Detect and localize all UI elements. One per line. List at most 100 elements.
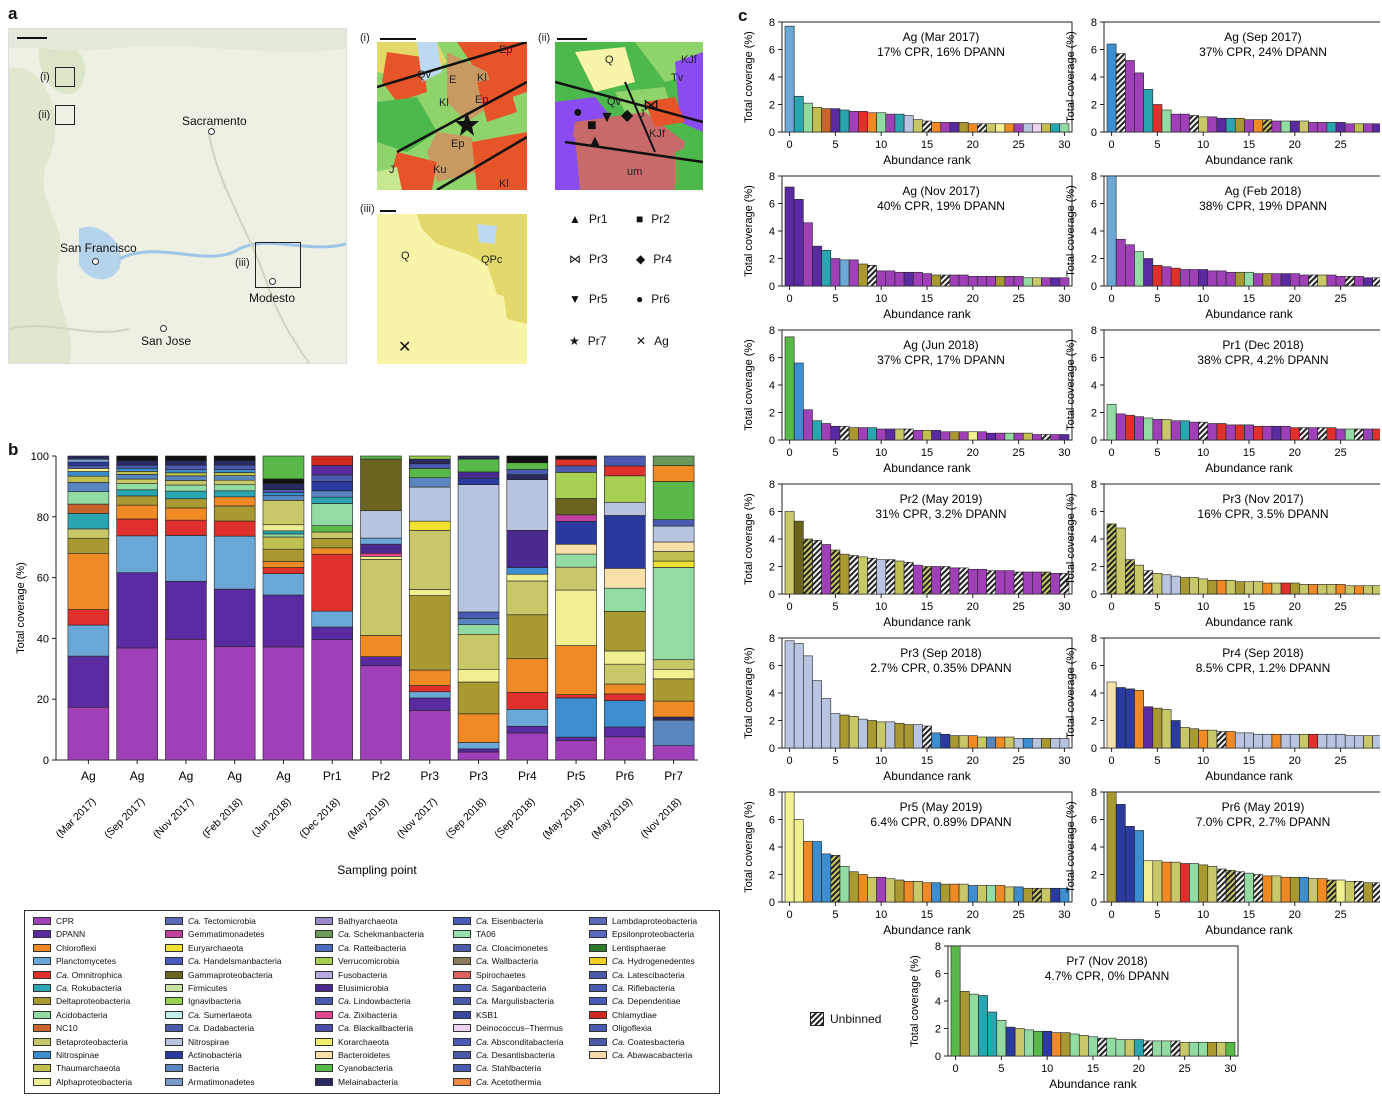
rank-bar xyxy=(1115,53,1126,133)
stacked-bar-segment xyxy=(165,498,207,509)
rank-bar xyxy=(986,885,997,903)
legend-label: Planctomycetes xyxy=(56,956,116,967)
stacked-bar-segment xyxy=(116,495,158,506)
rank-bar xyxy=(784,336,795,441)
legend-swatch xyxy=(453,930,471,939)
stacked-bar-segment xyxy=(116,572,158,649)
y-axis-label: Total coverage (%) xyxy=(743,339,755,431)
taxa-legend-item: Ca. Stahlbacteria xyxy=(453,1063,541,1073)
panel-subtitle: 38% CPR, 4.2% DPANN xyxy=(1197,353,1328,367)
rank-bar xyxy=(1032,887,1042,903)
rank-bar xyxy=(830,108,841,133)
rank-bar xyxy=(821,853,832,903)
x-tick-label-site: Pr1 xyxy=(323,769,342,783)
rank-bar xyxy=(1216,731,1227,749)
panel-label-b: b xyxy=(8,440,19,459)
y-axis-label: Total coverage (%) xyxy=(909,955,921,1047)
rank-bar xyxy=(1170,861,1181,903)
stacked-bar-segment xyxy=(165,507,207,521)
stacked-bar-segment xyxy=(262,495,305,501)
stacked-bar-segment xyxy=(116,467,158,472)
legend-swatch xyxy=(453,1064,471,1073)
stacked-bar-segment xyxy=(652,668,695,680)
rank-bar xyxy=(1280,876,1291,903)
x-tick-label: 25 xyxy=(1012,755,1024,767)
stacked-bar-segment xyxy=(165,455,207,461)
stacked-bar-segment xyxy=(604,611,646,652)
rank-bar xyxy=(1308,274,1319,287)
legend-swatch xyxy=(33,1024,51,1033)
site-marker-pr4: ◆ xyxy=(621,107,634,124)
rank-bar xyxy=(885,559,896,595)
rank-bar xyxy=(1280,120,1291,133)
rank-bar xyxy=(922,120,932,133)
rank-bar xyxy=(1271,425,1282,441)
legend-label: Ca. Coatesbacteria xyxy=(612,1036,685,1047)
taxa-legend-item: Cyanobacteria xyxy=(315,1063,393,1073)
x-tick-label: 5 xyxy=(1154,139,1160,151)
rank-bar xyxy=(1179,577,1190,595)
stacked-bar-segment xyxy=(165,472,207,477)
legend-swatch xyxy=(165,1024,183,1033)
y-tick-label: 0 xyxy=(1091,127,1097,139)
rank-bar xyxy=(1216,270,1227,287)
rank-bar xyxy=(876,112,887,133)
x-tick-label-date: (Nov 2017) xyxy=(395,796,440,841)
rank-bar xyxy=(912,119,923,133)
stacked-bar-segment xyxy=(408,691,451,699)
rank-bar xyxy=(1161,574,1172,595)
stacked-bar-segment xyxy=(262,573,305,596)
rank-bar xyxy=(903,428,914,441)
stacked-bar-segment xyxy=(311,490,354,498)
stacked-bar-segment xyxy=(213,455,256,461)
y-tick-label: 2 xyxy=(769,100,775,112)
y-tick-label: 4 xyxy=(1091,842,1097,854)
legend-label: Thaumarchaeota xyxy=(56,1063,121,1074)
y-tick-label: 4 xyxy=(1091,72,1097,84)
rank-bar xyxy=(1326,879,1337,903)
rank-bar xyxy=(857,556,868,595)
rank-bar xyxy=(1179,269,1190,287)
y-tick-label: 60 xyxy=(37,573,49,585)
taxa-legend-item: Spirochaetes xyxy=(453,970,526,980)
y-axis-label: Total coverage (%) xyxy=(15,562,27,654)
geology-inset-iii: Q QPc ✕ xyxy=(377,214,527,364)
rank-abundance-panel: 02468051015202530Pr1 (Dec 2018)38% CPR, … xyxy=(1065,325,1380,475)
rank-bar xyxy=(793,819,804,903)
legend-swatch xyxy=(453,957,471,966)
taxa-legend-item: Ca. Acetothermia xyxy=(453,1077,541,1087)
stacked-bar-segment xyxy=(262,536,305,550)
map-background xyxy=(9,29,346,363)
rank-bar xyxy=(867,112,877,133)
rank-bar xyxy=(1225,117,1236,133)
rank-bar xyxy=(1013,571,1024,595)
geo-label-i-2: E xyxy=(449,74,457,86)
rank-bar xyxy=(912,271,923,287)
rank-bar xyxy=(1244,732,1254,749)
x-tick-label: 15 xyxy=(921,909,933,921)
rank-bar xyxy=(940,431,951,441)
rank-bar xyxy=(885,878,896,903)
inset-iii-scale-bar xyxy=(380,210,396,212)
stacked-bar-segment xyxy=(360,543,402,554)
rank-bar xyxy=(1216,423,1227,441)
legend-swatch xyxy=(165,1010,183,1019)
taxa-legend-item: Ca. Zixibacteria xyxy=(315,1010,397,1020)
rank-bar xyxy=(1161,109,1172,133)
inset-tag-iii: (iii) xyxy=(360,203,375,215)
legend-label: Ca. Riflebacteria xyxy=(612,983,675,993)
rank-bar xyxy=(977,568,987,595)
geo-label-i-1: Qv xyxy=(417,69,432,81)
x-tick-label: 0 xyxy=(787,601,793,613)
rank-bar xyxy=(949,567,960,595)
stacked-bar-segment xyxy=(604,736,646,761)
legend-swatch xyxy=(453,1077,471,1086)
stacked-bar-segment xyxy=(67,528,110,539)
rank-bar xyxy=(1207,270,1218,287)
rank-bar xyxy=(1059,277,1070,287)
taxa-legend-item: Lambdaproteobacteria xyxy=(589,916,697,926)
stacked-bar-segment xyxy=(165,475,207,481)
rank-bar xyxy=(1354,428,1364,441)
y-tick-label: 2 xyxy=(769,408,775,420)
rank-bar xyxy=(986,123,997,133)
